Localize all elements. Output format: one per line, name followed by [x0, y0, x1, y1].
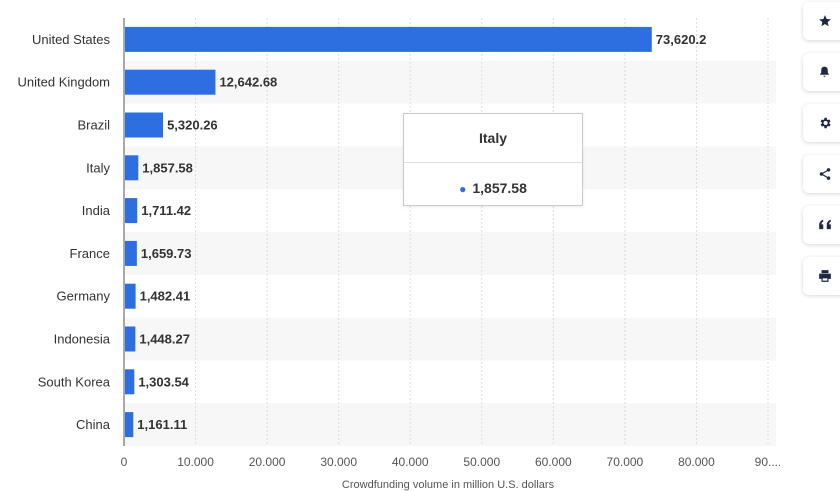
- category-label: France: [70, 246, 110, 261]
- bar[interactable]: [125, 283, 136, 309]
- share-button[interactable]: [803, 155, 840, 193]
- category-label: Germany: [57, 289, 111, 304]
- gridlines: [123, 18, 769, 446]
- category-label: China: [76, 417, 111, 432]
- x-tick-label: 10.000: [177, 455, 214, 469]
- bar[interactable]: [125, 198, 138, 224]
- data-label: 1,857.58: [142, 160, 193, 175]
- category-labels: United States United Kingdom Brazil Italy In…: [18, 32, 111, 432]
- tooltip-body: ● 1,857.58: [404, 163, 582, 207]
- category-label: India: [82, 203, 111, 218]
- category-label: Indonesia: [54, 332, 111, 347]
- data-label: 73,620.2: [656, 32, 707, 47]
- bar[interactable]: [125, 69, 216, 95]
- data-label: 12,642.68: [219, 75, 277, 90]
- row-stripe: [124, 232, 776, 275]
- print-button[interactable]: [803, 257, 840, 295]
- category-label: Brazil: [77, 118, 110, 133]
- quote-icon: [819, 219, 831, 230]
- category-label: United States: [32, 32, 111, 47]
- row-stripe: [124, 403, 776, 446]
- x-axis-title: Crowdfunding volume in million U.S. doll…: [342, 479, 555, 491]
- bar[interactable]: [125, 112, 164, 138]
- bars: [125, 26, 652, 438]
- x-tick-label: 90....: [755, 455, 780, 469]
- value-labels: 73,620.2 12,642.68 5,320.26 1,857.58 1,711.4…: [137, 32, 706, 432]
- x-tick-label: 40.000: [392, 455, 429, 469]
- data-label: 1,659.73: [141, 246, 192, 261]
- data-label: 5,320.26: [167, 118, 218, 133]
- category-label: Italy: [86, 160, 110, 175]
- bar[interactable]: [125, 412, 134, 438]
- bar[interactable]: [125, 26, 652, 52]
- bar[interactable]: [125, 155, 139, 181]
- x-tick-label: 50.000: [463, 455, 500, 469]
- category-label: United Kingdom: [18, 75, 111, 90]
- row-stripe: [124, 60, 776, 104]
- x-tick-label: 60.000: [535, 455, 572, 469]
- data-label: 1,161.11: [137, 417, 187, 432]
- bell-icon: [820, 66, 829, 77]
- print-icon: [819, 270, 831, 282]
- tooltip-title: Italy: [404, 114, 582, 163]
- x-tick-labels: 0 10.000 20.000 30.000 40.000 50.000 60.000 70.…: [121, 455, 780, 469]
- bar[interactable]: [125, 369, 135, 395]
- category-label: South Korea: [38, 374, 111, 389]
- x-tick-label: 20.000: [249, 455, 286, 469]
- gear-icon: [820, 117, 831, 129]
- bar-chart: United States United Kingdom Brazil Italy In…: [18, 18, 780, 491]
- x-tick-label: 70.000: [607, 455, 644, 469]
- data-label: 1,448.27: [139, 332, 190, 347]
- cite-button[interactable]: [803, 206, 840, 244]
- x-tick-label: 80.000: [678, 455, 715, 469]
- favorite-button[interactable]: [803, 2, 840, 40]
- data-label: 1,482.41: [140, 289, 191, 304]
- data-label: 1,711.42: [141, 203, 191, 218]
- row-stripe: [124, 317, 776, 361]
- data-label: 1,303.54: [138, 374, 189, 389]
- settings-button[interactable]: [803, 104, 840, 142]
- bar[interactable]: [125, 326, 136, 352]
- bar[interactable]: [125, 240, 137, 266]
- x-tick-label: 30.000: [320, 455, 357, 469]
- star-icon: [819, 15, 831, 27]
- x-tick-label: 0: [121, 455, 128, 469]
- tooltip-value: 1,857.58: [472, 180, 527, 196]
- notification-button[interactable]: [803, 53, 840, 91]
- tooltip: Italy ● 1,857.58: [403, 113, 583, 206]
- share-icon: [819, 168, 831, 180]
- tooltip-series-dot: ●: [459, 182, 467, 196]
